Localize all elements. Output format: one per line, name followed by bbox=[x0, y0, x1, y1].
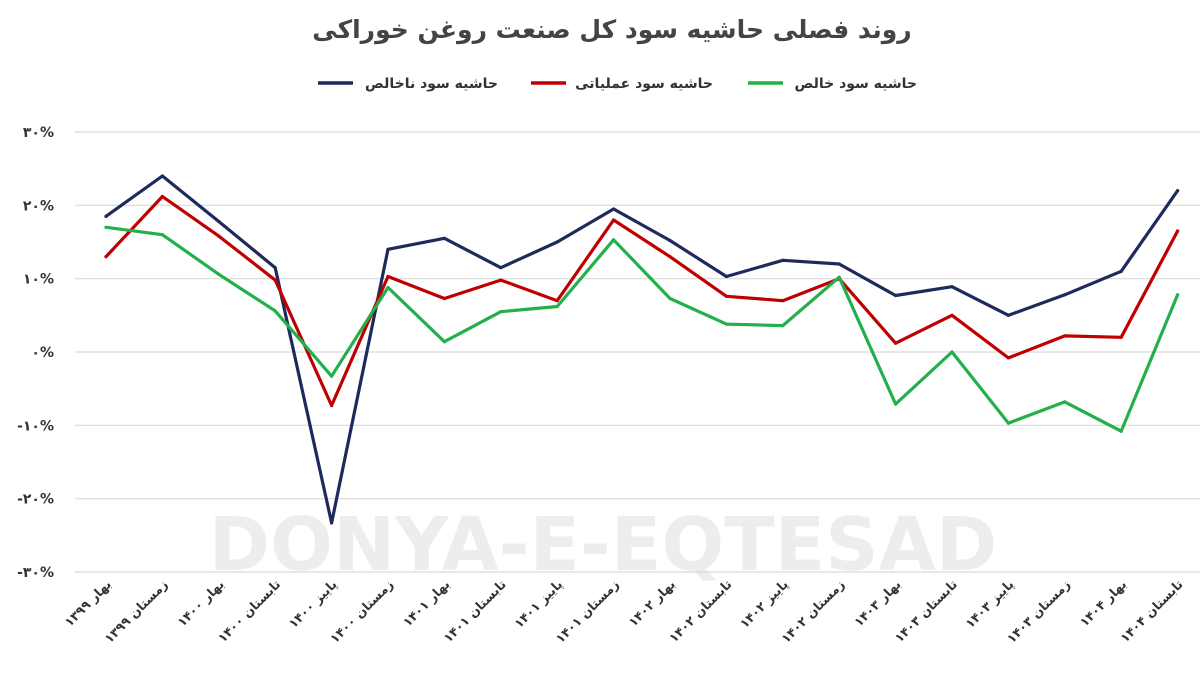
y-tick-label: ۲۰% bbox=[23, 198, 54, 214]
y-tick-label: ۰% bbox=[31, 345, 54, 361]
data-point bbox=[781, 299, 785, 303]
data-point bbox=[160, 194, 164, 199]
data-point bbox=[217, 272, 221, 276]
y-tick-label: -۳۰% bbox=[17, 565, 54, 581]
data-point bbox=[386, 285, 390, 290]
chart-title: روند فصلی حاشیه سود کل صنعت روغن خوراکی bbox=[312, 15, 911, 45]
data-point bbox=[1119, 269, 1123, 273]
data-point bbox=[950, 285, 954, 289]
data-point bbox=[386, 274, 390, 279]
x-tick-label: بهار ۱۴۰۰ bbox=[174, 577, 227, 630]
watermark-text: DONYA-E-EQTESAD bbox=[209, 502, 998, 588]
data-point bbox=[894, 402, 898, 406]
data-point bbox=[724, 322, 729, 326]
data-point bbox=[1176, 229, 1180, 233]
data-point bbox=[160, 233, 164, 237]
data-point bbox=[499, 310, 503, 314]
series-line bbox=[104, 225, 1180, 433]
data-point bbox=[160, 174, 164, 178]
data-point bbox=[1119, 335, 1123, 339]
data-point bbox=[612, 218, 616, 222]
data-point bbox=[1063, 400, 1067, 404]
series-line bbox=[104, 174, 1180, 525]
data-point bbox=[668, 296, 672, 301]
x-tick-label: بهار ۱۴۰۴ bbox=[1076, 577, 1129, 630]
data-point bbox=[499, 266, 503, 270]
data-point bbox=[724, 294, 729, 298]
data-point bbox=[1006, 313, 1011, 317]
data-point bbox=[781, 324, 785, 328]
data-point bbox=[1006, 356, 1011, 360]
data-point bbox=[612, 238, 616, 242]
data-point bbox=[217, 234, 221, 238]
data-point bbox=[273, 309, 277, 313]
data-point bbox=[555, 299, 559, 303]
data-point bbox=[273, 278, 277, 282]
series-line bbox=[104, 194, 1180, 408]
y-tick-label: ۳۰% bbox=[23, 125, 54, 141]
data-point bbox=[1176, 293, 1180, 297]
data-point bbox=[1176, 189, 1180, 193]
data-point bbox=[1119, 429, 1123, 433]
data-point bbox=[330, 403, 334, 408]
data-point bbox=[781, 258, 785, 262]
data-point bbox=[442, 236, 446, 240]
data-point bbox=[837, 275, 841, 279]
x-tick-label: بهار ۱۳۹۹ bbox=[61, 577, 114, 630]
data-point bbox=[612, 207, 616, 211]
data-point bbox=[217, 219, 221, 224]
legend-label: حاشیه سود خالص bbox=[795, 76, 918, 92]
data-point bbox=[668, 255, 672, 259]
data-point bbox=[894, 341, 898, 345]
data-point bbox=[837, 262, 841, 266]
data-point bbox=[499, 278, 503, 282]
data-point bbox=[104, 225, 108, 229]
legend-label: حاشیه سود ناخالص bbox=[365, 76, 498, 92]
data-point bbox=[1063, 293, 1067, 297]
data-point bbox=[1006, 421, 1011, 425]
y-tick-label: -۱۰% bbox=[17, 418, 54, 434]
data-point bbox=[442, 340, 446, 344]
data-point bbox=[330, 374, 334, 378]
data-point bbox=[724, 274, 729, 279]
data-point bbox=[668, 238, 672, 243]
data-point bbox=[442, 296, 446, 301]
y-tick-label: ۱۰% bbox=[23, 272, 54, 288]
data-point bbox=[950, 313, 954, 317]
data-point bbox=[330, 521, 334, 525]
data-point bbox=[104, 214, 108, 218]
data-point bbox=[894, 293, 898, 298]
y-tick-label: -۲۰% bbox=[17, 492, 54, 508]
data-point bbox=[386, 247, 390, 251]
data-point bbox=[555, 304, 559, 309]
data-point bbox=[1063, 334, 1067, 338]
data-point bbox=[104, 255, 108, 259]
data-point bbox=[273, 266, 277, 270]
legend-label: حاشیه سود عملیاتی bbox=[575, 76, 713, 92]
data-point bbox=[950, 350, 954, 354]
data-point bbox=[555, 240, 559, 244]
